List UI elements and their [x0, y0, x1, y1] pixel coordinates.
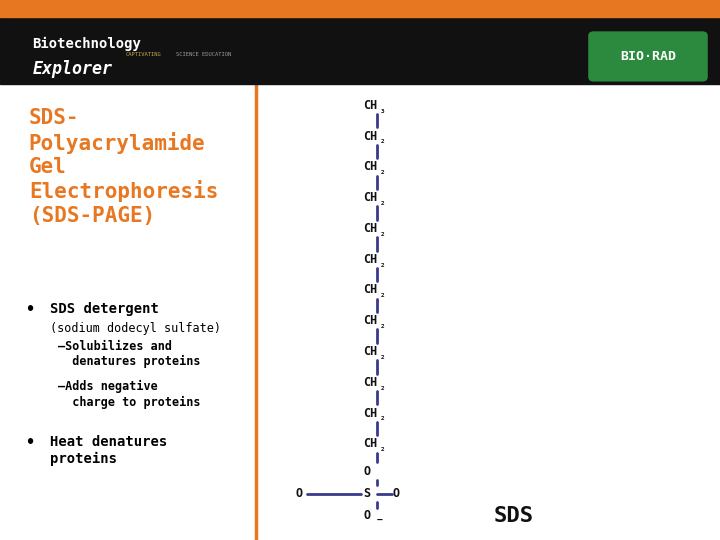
Text: –Solubilizes and
  denatures proteins: –Solubilizes and denatures proteins [58, 340, 200, 368]
Text: –Adds negative
  charge to proteins: –Adds negative charge to proteins [58, 380, 200, 409]
Text: Biotechnology: Biotechnology [32, 37, 141, 51]
Text: ₂: ₂ [379, 167, 384, 176]
Text: Explorer: Explorer [32, 59, 112, 78]
Text: O: O [392, 487, 400, 500]
Text: CH: CH [364, 191, 378, 204]
Text: ₂: ₂ [379, 198, 384, 207]
Text: CH: CH [364, 160, 378, 173]
Text: Heat denatures
proteins: Heat denatures proteins [50, 435, 168, 466]
Text: •: • [25, 435, 35, 450]
Text: SCIENCE EDUCATION: SCIENCE EDUCATION [176, 51, 232, 57]
Text: CH: CH [364, 284, 378, 296]
Text: CH: CH [364, 222, 378, 235]
Text: CH: CH [364, 376, 378, 389]
Text: (sodium dodecyl sulfate): (sodium dodecyl sulfate) [50, 322, 222, 335]
Text: S: S [364, 487, 371, 500]
Text: SDS-
Polyacrylamide
Gel
Electrophoresis
(SDS-PAGE): SDS- Polyacrylamide Gel Electrophoresis … [29, 108, 218, 226]
Text: SDS detergent: SDS detergent [50, 302, 159, 316]
Text: CH: CH [364, 130, 378, 143]
Text: ₂: ₂ [379, 291, 384, 299]
Text: CH: CH [364, 314, 378, 327]
Text: O: O [364, 465, 371, 478]
Text: ₂: ₂ [379, 444, 384, 453]
Text: O: O [364, 509, 371, 522]
Text: CH: CH [364, 437, 378, 450]
Text: SDS: SDS [493, 506, 534, 526]
Text: ₂: ₂ [379, 321, 384, 330]
Text: ₂: ₂ [379, 260, 384, 268]
Text: ₂: ₂ [379, 137, 384, 145]
Text: ₂: ₂ [379, 352, 384, 361]
Text: CH: CH [364, 99, 378, 112]
Text: O: O [295, 487, 302, 500]
Text: −: − [377, 515, 382, 525]
Text: CH: CH [364, 253, 378, 266]
Bar [0, 0, 720, 17]
Text: ₂: ₂ [379, 383, 384, 391]
Text: ₃: ₃ [379, 106, 384, 114]
Text: CH: CH [364, 345, 378, 358]
Text: •: • [25, 302, 35, 318]
Text: ₂: ₂ [379, 229, 384, 238]
Text: ₂: ₂ [379, 414, 384, 422]
Text: CAPTIVATING: CAPTIVATING [126, 51, 162, 57]
Text: BIO·RAD: BIO·RAD [620, 50, 676, 63]
Text: CH: CH [364, 407, 378, 420]
FancyBboxPatch shape [588, 31, 708, 82]
Bar [0, 17, 720, 84]
